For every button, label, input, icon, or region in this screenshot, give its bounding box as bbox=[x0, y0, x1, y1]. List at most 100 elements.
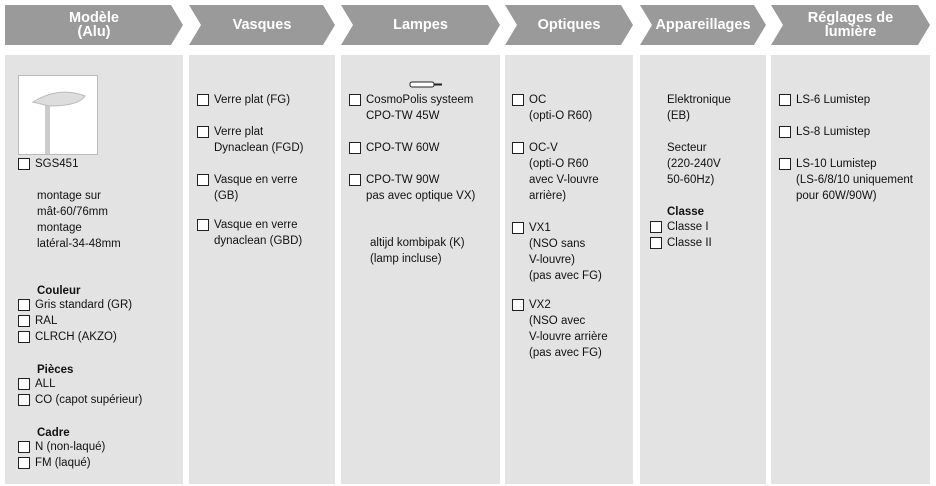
checkbox-option[interactable]: CO (capot supérieur) bbox=[18, 392, 142, 408]
label: SGS451 bbox=[35, 158, 79, 170]
column-panel bbox=[341, 55, 500, 484]
checkbox-option[interactable]: LS-6 Lumistep bbox=[779, 92, 870, 108]
label: Vasque en verre dynaclean (GBD) bbox=[214, 219, 303, 247]
label: Elektronique (EB) bbox=[667, 94, 731, 122]
lamp-drawing bbox=[31, 91, 86, 154]
checkbox[interactable] bbox=[197, 219, 209, 231]
checkbox[interactable] bbox=[18, 158, 30, 170]
label: Gris standard (GR) bbox=[35, 299, 133, 311]
checkbox[interactable] bbox=[18, 441, 30, 453]
checkbox-option[interactable]: Classe II bbox=[650, 235, 712, 251]
product-image bbox=[18, 75, 98, 155]
label: LS-6 Lumistep bbox=[796, 94, 871, 106]
label: CO (capot supérieur) bbox=[35, 394, 143, 406]
checkbox[interactable] bbox=[197, 94, 209, 106]
checkbox-option[interactable]: OC (opti-O R60) bbox=[512, 92, 592, 124]
label: VX2 (NSO avec V-louvre arrière (pas avec… bbox=[529, 299, 608, 359]
checkbox[interactable] bbox=[349, 142, 361, 154]
checkbox[interactable] bbox=[779, 158, 791, 170]
info-text: altijd kombipak (K) (lamp incluse) bbox=[370, 235, 465, 267]
label: montage sur mât-60/76mm montage latéral-… bbox=[37, 190, 121, 250]
lamp-icon bbox=[409, 81, 442, 88]
label: Cadre bbox=[37, 427, 70, 439]
checkbox-option[interactable]: LS-8 Lumistep bbox=[779, 124, 870, 140]
checkbox[interactable] bbox=[349, 94, 361, 106]
label: Secteur (220-240V 50-60Hz) bbox=[667, 142, 721, 186]
label: Vasque en verre (GB) bbox=[214, 174, 298, 202]
checkbox-option[interactable]: VX2 (NSO avec V-louvre arrière (pas avec… bbox=[512, 297, 608, 361]
checkbox-option[interactable]: N (non-laqué) bbox=[18, 439, 105, 455]
checkbox-option[interactable]: SGS451 bbox=[18, 156, 78, 172]
checkbox[interactable] bbox=[18, 394, 30, 406]
label: Classe II bbox=[667, 237, 712, 249]
column-panel bbox=[505, 55, 633, 484]
column-header: Réglages de lumière bbox=[771, 5, 930, 45]
label: Verre plat Dynaclean (FGD) bbox=[214, 126, 304, 154]
column-header: Appareillages bbox=[640, 5, 766, 45]
checkbox-option[interactable]: Verre plat Dynaclean (FGD) bbox=[197, 124, 303, 156]
checkbox[interactable] bbox=[18, 378, 30, 390]
checkbox-option[interactable]: ALL bbox=[18, 376, 55, 392]
label: altijd kombipak (K) (lamp incluse) bbox=[370, 237, 465, 265]
checkbox-option[interactable]: CosmoPolis systeem CPO-TW 45W bbox=[349, 92, 473, 124]
label: N (non-laqué) bbox=[35, 441, 106, 453]
info-text: Elektronique (EB) bbox=[667, 92, 731, 124]
label: CPO-TW 90W pas avec optique VX) bbox=[366, 174, 476, 202]
checkbox-option[interactable]: Classe I bbox=[650, 219, 709, 235]
checkbox[interactable] bbox=[650, 221, 662, 233]
checkbox-option[interactable]: CPO-TW 90W pas avec optique VX) bbox=[349, 172, 475, 204]
checkbox[interactable] bbox=[779, 126, 791, 138]
label: CPO-TW 60W bbox=[366, 142, 440, 154]
checkbox-option[interactable]: FM (laqué) bbox=[18, 455, 91, 471]
checkbox-option[interactable]: CPO-TW 60W bbox=[349, 140, 439, 156]
checkbox[interactable] bbox=[512, 299, 524, 311]
label: RAL bbox=[35, 315, 58, 327]
info-text: montage sur mât-60/76mm montage latéral-… bbox=[37, 188, 121, 252]
checkbox[interactable] bbox=[650, 237, 662, 249]
checkbox[interactable] bbox=[512, 94, 524, 106]
checkbox-option[interactable]: LS-10 Lumistep (LS-6/8/10 uniquement pou… bbox=[779, 156, 913, 204]
column-panel bbox=[640, 55, 766, 484]
column-header: Lampes bbox=[341, 5, 500, 45]
checkbox[interactable] bbox=[18, 457, 30, 469]
checkbox-option[interactable]: CLRCH (AKZO) bbox=[18, 329, 117, 345]
checkbox-option[interactable]: RAL bbox=[18, 313, 57, 329]
checkbox[interactable] bbox=[197, 174, 209, 186]
checkbox-option[interactable]: Vasque en verre (GB) bbox=[197, 172, 298, 204]
checkbox[interactable] bbox=[512, 222, 524, 234]
column-header: Optiques bbox=[505, 5, 633, 45]
group-heading: Classe bbox=[667, 204, 704, 220]
checkbox[interactable] bbox=[18, 331, 30, 343]
checkbox-option[interactable]: VX1 (NSO sans V-louvre) (pas avec FG) bbox=[512, 220, 602, 284]
checkbox[interactable] bbox=[512, 142, 524, 154]
checkbox[interactable] bbox=[349, 174, 361, 186]
label: OC (opti-O R60) bbox=[529, 94, 593, 122]
group-heading: Cadre bbox=[37, 425, 70, 441]
label: CLRCH (AKZO) bbox=[35, 331, 117, 343]
checkbox-option[interactable]: Vasque en verre dynaclean (GBD) bbox=[197, 217, 302, 249]
group-heading: Pièces bbox=[37, 362, 73, 378]
checkbox[interactable] bbox=[18, 299, 30, 311]
label: OC-V (opti-O R60 avec V-louvre arrière) bbox=[529, 142, 599, 202]
label: Pièces bbox=[37, 364, 74, 376]
label: Couleur bbox=[37, 285, 81, 297]
checkbox[interactable] bbox=[779, 94, 791, 106]
column-header: Modèle (Alu) bbox=[5, 5, 183, 45]
checkbox-option[interactable]: Gris standard (GR) bbox=[18, 297, 132, 313]
column-header: Vasques bbox=[189, 5, 335, 45]
label: LS-8 Lumistep bbox=[796, 126, 871, 138]
checkbox-option[interactable]: Verre plat (FG) bbox=[197, 92, 290, 108]
label: Classe bbox=[667, 206, 705, 218]
label: Verre plat (FG) bbox=[214, 94, 291, 106]
column-panel bbox=[771, 55, 930, 484]
label: LS-10 Lumistep (LS-6/8/10 uniquement pou… bbox=[796, 158, 913, 202]
label: VX1 (NSO sans V-louvre) (pas avec FG) bbox=[529, 222, 602, 282]
checkbox[interactable] bbox=[197, 126, 209, 138]
label: CosmoPolis systeem CPO-TW 45W bbox=[366, 94, 474, 122]
group-heading: Couleur bbox=[37, 283, 80, 299]
label: FM (laqué) bbox=[35, 457, 91, 469]
checkbox-option[interactable]: OC-V (opti-O R60 avec V-louvre arrière) bbox=[512, 140, 599, 204]
checkbox[interactable] bbox=[18, 315, 30, 327]
info-text: Secteur (220-240V 50-60Hz) bbox=[667, 140, 721, 188]
